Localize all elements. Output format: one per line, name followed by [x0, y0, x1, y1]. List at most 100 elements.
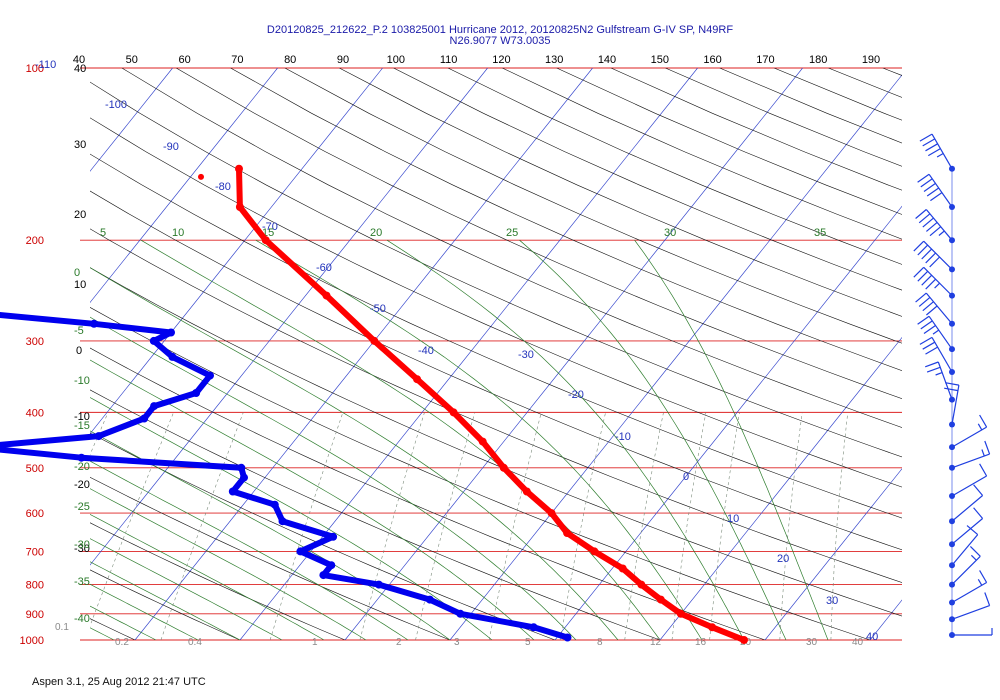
left-scale-label-3: 20: [74, 209, 86, 221]
moist-adiabat-24: [255, 239, 703, 640]
dry-adiabat-70: [90, 190, 902, 551]
wind-barb-column: [913, 133, 993, 638]
wind-barb-12: [949, 463, 988, 499]
dewpoint-point-22: [327, 561, 336, 570]
pressure-tick-900: 900: [26, 609, 44, 621]
wind-barb-9: [944, 382, 960, 428]
dry-adiabat-10: [90, 432, 556, 640]
bottom-label-6: 5: [525, 637, 531, 648]
left-scale-label-8: -30: [74, 543, 90, 555]
moist-adiabat-label-20: 20: [370, 227, 382, 239]
wind-barb-19: [949, 628, 993, 638]
mixing-ratio-8: [560, 412, 606, 640]
dewpoint-point-20: [329, 532, 338, 541]
top-tick-50: 50: [126, 54, 138, 66]
moist-adiabat-16: [90, 267, 619, 640]
mixing-ratio-left-label-3: -15: [74, 420, 90, 432]
dewpoint-point-18: [270, 500, 279, 509]
moist-adiabat--20: [90, 561, 241, 640]
top-tick-140: 140: [598, 54, 616, 66]
top-tick-80: 80: [284, 54, 296, 66]
wind-barb-5: [915, 292, 955, 327]
bottom-label-12: 40: [852, 637, 864, 648]
wind-barb-7: [919, 336, 955, 375]
dewpoint-point-9: [192, 389, 201, 397]
top-tick-70: 70: [231, 54, 243, 66]
dewpoint-point-27: [529, 623, 538, 632]
mixing-ratio-left-label-7: -35: [74, 576, 90, 588]
mixing-ratio-16: [671, 412, 707, 640]
moist-adiabat-label-35: 35: [814, 227, 826, 239]
pressure-tick-300: 300: [26, 336, 44, 348]
wind-barb-17: [949, 570, 988, 606]
isotherm--60: [90, 68, 278, 304]
mixing-ratio-5: [488, 412, 542, 640]
temperature-point-15: [656, 595, 665, 604]
chart-title-line1: D20120825_212622_P.2 103825001 Hurricane…: [266, 24, 734, 36]
dewpoint-point-19: [278, 517, 287, 526]
dewpoint-point-17: [228, 487, 237, 496]
moist-adiabat-12: [90, 316, 577, 640]
temperature-point-3: [322, 291, 331, 300]
temperature-point-8: [499, 463, 508, 472]
dry-adiabat-180: [502, 68, 902, 240]
wind-barb-16: [949, 545, 981, 588]
software-footer: Aspen 3.1, 25 Aug 2012 21:47 UTC: [32, 676, 206, 688]
dry-adiabat-260: [937, 68, 1000, 640]
mixing-ratio-3: [415, 412, 476, 640]
isotherm-label--100: -100: [105, 99, 127, 111]
bottom-label-11: 30: [806, 637, 818, 648]
dry-adiabat-0: [90, 476, 451, 640]
temperature-line: [236, 165, 747, 643]
dewpoint-point-21: [296, 547, 305, 556]
temperature-point-18: [740, 636, 748, 644]
mixing-ratio-0.1: [90, 412, 109, 456]
temperature-point-6: [449, 408, 458, 417]
bottom-label-4: 2: [396, 637, 402, 648]
dewpoint-point-5: [167, 328, 175, 337]
left-scale-label-7: -20: [74, 479, 90, 491]
dry-adiabat-110: [121, 68, 902, 428]
isotherm-label-40: 40: [866, 631, 878, 643]
bottom-label-7: 8: [597, 637, 603, 648]
isotherm-label-0: 0: [683, 471, 689, 483]
wind-barb-0: [919, 133, 955, 172]
dry-adiabat-100: [90, 81, 902, 458]
bottom-label-9: 16: [695, 637, 707, 648]
moist-adiabat--16: [90, 538, 283, 640]
wind-barb-15: [949, 525, 979, 569]
mixing-ratio-left-label-6: -30: [74, 539, 90, 551]
mixing-ratio-0.4: [160, 412, 244, 640]
pressure-tick-1000: 1000: [20, 635, 44, 647]
dry-adiabat-220: [719, 68, 902, 144]
dewpoint-point-6: [149, 336, 158, 345]
isotherm-20: [659, 336, 902, 640]
pressure-tick-200: 200: [26, 235, 44, 247]
bottom-label-5: 3: [454, 637, 460, 648]
dry-adiabat-130: [230, 68, 902, 372]
isotherm-10: [554, 205, 902, 640]
dry-adiabat-120: [176, 68, 902, 400]
dry-adiabat-230: [773, 68, 902, 121]
mixing-ratio-30: [779, 412, 803, 640]
wind-barb-11: [949, 440, 991, 471]
dry-adiabat-50: [90, 267, 902, 617]
dewpoint-trace: [0, 312, 572, 642]
dewpoint-point-28: [563, 633, 572, 642]
moist-adiabat--4: [90, 460, 409, 640]
moist-adiabat-label-10: 10: [172, 227, 184, 239]
wind-barb-4: [913, 266, 955, 299]
wind-barb-14: [949, 507, 984, 548]
dry-adiabat-160: [393, 68, 902, 291]
temperature-point-4: [370, 336, 379, 345]
isotherm-label--90: -90: [163, 141, 179, 153]
dewpoint-point-14: [77, 453, 86, 462]
isotherm-label--50: -50: [370, 303, 386, 315]
temperature-point-17: [708, 623, 717, 632]
dry-adiabat--30: [90, 618, 136, 640]
top-tick-40: 40: [73, 54, 85, 66]
dry-adiabat-30: [90, 347, 766, 640]
temperature-point-10: [547, 509, 556, 518]
temperature-outlier-point: [198, 173, 204, 180]
top-tick-130: 130: [545, 54, 563, 66]
